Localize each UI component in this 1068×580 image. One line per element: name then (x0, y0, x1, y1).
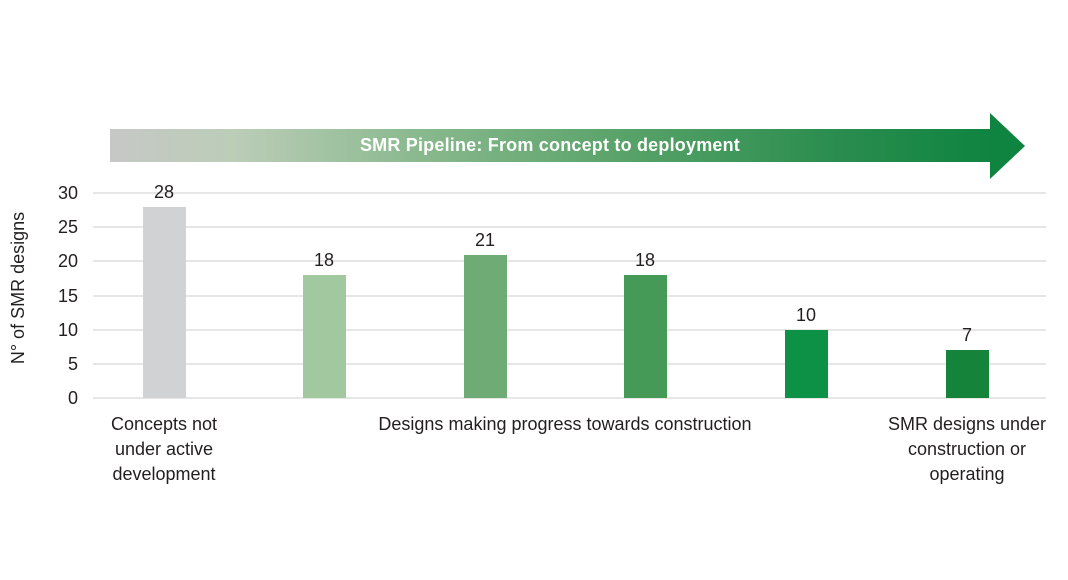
gridline-y-0 (93, 397, 1046, 399)
bar-4 (784, 329, 828, 398)
y-tick-label-0: 0 (67, 388, 78, 408)
gridline-y-25 (93, 226, 1046, 229)
bar-value-label-2: 21 (474, 229, 496, 250)
bar-value-label-4: 10 (795, 304, 817, 325)
pipeline-arrow-banner: SMR Pipeline: From concept to deployment (110, 129, 990, 162)
y-tick-label-5: 5 (67, 353, 78, 374)
category-label-1: Designs making progress towards construc… (378, 414, 752, 434)
pipeline-arrow-head-icon (990, 113, 1025, 179)
y-tick-label-30: 30 (57, 183, 78, 203)
bar-2 (463, 254, 507, 398)
gridline-y-20 (93, 260, 1046, 263)
y-tick-label-10: 10 (57, 319, 78, 340)
gridline-y-15 (93, 294, 1046, 297)
bar-0 (142, 206, 186, 398)
pipeline-arrow-title: SMR Pipeline: From concept to deployment (359, 135, 741, 155)
bar-3 (623, 275, 667, 398)
gridline-y-10 (93, 328, 1046, 331)
bar-5 (945, 350, 989, 398)
bar-value-label-5: 7 (961, 325, 972, 346)
y-axis-title: N° of SMR designs (8, 211, 28, 365)
y-tick-label-15: 15 (57, 285, 78, 306)
category-label-2: SMR designs under construction or operat… (887, 414, 1047, 484)
bar-value-label-0: 28 (153, 181, 175, 202)
y-tick-label-25: 25 (57, 217, 78, 238)
category-label-0: Concepts not under active development (110, 414, 218, 484)
y-tick-label-20: 20 (57, 251, 78, 272)
bar-value-label-1: 18 (313, 250, 335, 270)
gridline-y-5 (93, 362, 1046, 365)
bar-1 (302, 275, 346, 398)
bar-value-label-3: 18 (634, 250, 656, 270)
gridline-y-30 (93, 192, 1046, 194)
